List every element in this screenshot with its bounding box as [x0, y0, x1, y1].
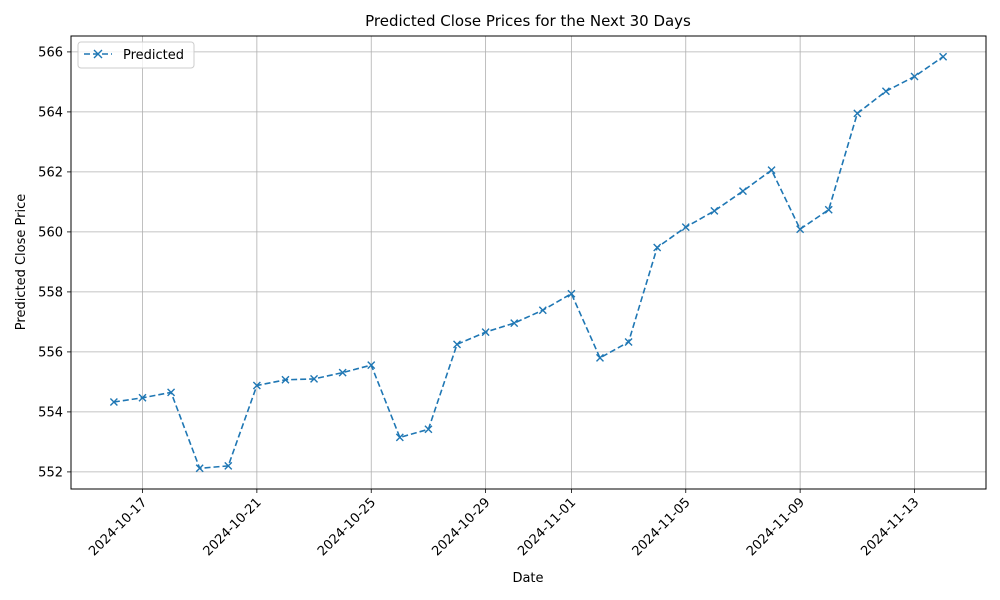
- data-point-marker: [453, 340, 462, 349]
- series-line-predicted: [113, 56, 944, 470]
- data-point-marker: [567, 289, 576, 298]
- y-tick-label: 566: [38, 45, 63, 60]
- legend-label-predicted: Predicted: [123, 48, 184, 63]
- y-tick-label: 560: [38, 225, 63, 240]
- y-tick-label: 558: [38, 285, 63, 300]
- y-axis-ticks: 552 554 556 558 560 562 564 566: [38, 45, 71, 480]
- data-point-marker: [338, 368, 347, 377]
- plot-area-frame: [70, 35, 987, 490]
- data-point-marker: [653, 243, 662, 252]
- y-axis-label: Predicted Close Price: [14, 194, 29, 330]
- data-point-marker: [738, 187, 747, 196]
- data-point-marker: [310, 374, 319, 383]
- data-point-marker: [224, 461, 233, 470]
- data-point-marker: [624, 338, 633, 346]
- y-tick-label: 552: [38, 465, 63, 480]
- data-point-marker: [281, 375, 290, 384]
- data-point-marker: [424, 425, 433, 434]
- data-point-marker: [881, 87, 890, 96]
- data-point-marker: [824, 205, 833, 214]
- grid: [71, 36, 986, 489]
- legend-marker-sample: [93, 49, 103, 59]
- y-tick-label: 556: [38, 345, 63, 360]
- y-tick-label: 564: [38, 105, 63, 120]
- data-point-marker: [538, 306, 547, 315]
- data-point-marker: [138, 393, 147, 402]
- data-point-marker: [167, 388, 176, 397]
- data-point-marker: [195, 464, 204, 473]
- data-point-marker: [796, 225, 805, 234]
- x-axis-label: Date: [512, 571, 543, 586]
- data-point-marker: [252, 381, 261, 390]
- y-tick-label: 554: [38, 405, 63, 420]
- data-point-marker: [595, 353, 604, 362]
- data-point-marker: [510, 319, 519, 328]
- legend: Predicted: [77, 41, 195, 69]
- legend-box: [77, 41, 195, 69]
- data-point-marker: [367, 361, 376, 370]
- data-point-marker: [853, 109, 862, 118]
- data-point-marker: [910, 72, 919, 81]
- data-point-marker: [710, 206, 719, 215]
- chart-title: Predicted Close Prices for the Next 30 D…: [365, 12, 691, 30]
- y-tick-label: 562: [38, 165, 63, 180]
- data-point-marker: [767, 166, 776, 175]
- data-point-marker: [395, 433, 404, 442]
- data-point-marker: [109, 398, 118, 406]
- series-layer: [109, 52, 948, 473]
- data-point-marker: [939, 52, 948, 61]
- data-point-marker: [681, 223, 690, 232]
- data-point-marker: [481, 328, 490, 337]
